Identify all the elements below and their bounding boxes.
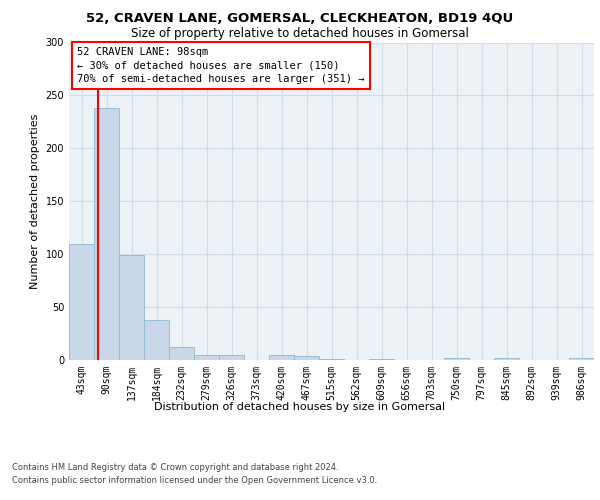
Bar xyxy=(169,348,194,360)
Bar xyxy=(69,244,94,360)
Bar xyxy=(144,320,169,360)
Bar xyxy=(319,359,344,360)
Text: Contains public sector information licensed under the Open Government Licence v3: Contains public sector information licen… xyxy=(12,476,377,485)
Bar xyxy=(294,356,319,360)
Text: Distribution of detached houses by size in Gomersal: Distribution of detached houses by size … xyxy=(154,402,446,412)
Bar xyxy=(569,358,594,360)
Bar xyxy=(369,359,394,360)
Text: Size of property relative to detached houses in Gomersal: Size of property relative to detached ho… xyxy=(131,28,469,40)
Text: 52 CRAVEN LANE: 98sqm
← 30% of detached houses are smaller (150)
70% of semi-det: 52 CRAVEN LANE: 98sqm ← 30% of detached … xyxy=(77,48,364,84)
Bar xyxy=(494,358,519,360)
Bar xyxy=(119,255,144,360)
Y-axis label: Number of detached properties: Number of detached properties xyxy=(30,114,40,289)
Bar xyxy=(444,358,469,360)
Bar xyxy=(269,354,294,360)
Bar xyxy=(94,108,119,360)
Bar xyxy=(219,354,244,360)
Text: Contains HM Land Registry data © Crown copyright and database right 2024.: Contains HM Land Registry data © Crown c… xyxy=(12,462,338,471)
Bar xyxy=(194,354,219,360)
Text: 52, CRAVEN LANE, GOMERSAL, CLECKHEATON, BD19 4QU: 52, CRAVEN LANE, GOMERSAL, CLECKHEATON, … xyxy=(86,12,514,26)
